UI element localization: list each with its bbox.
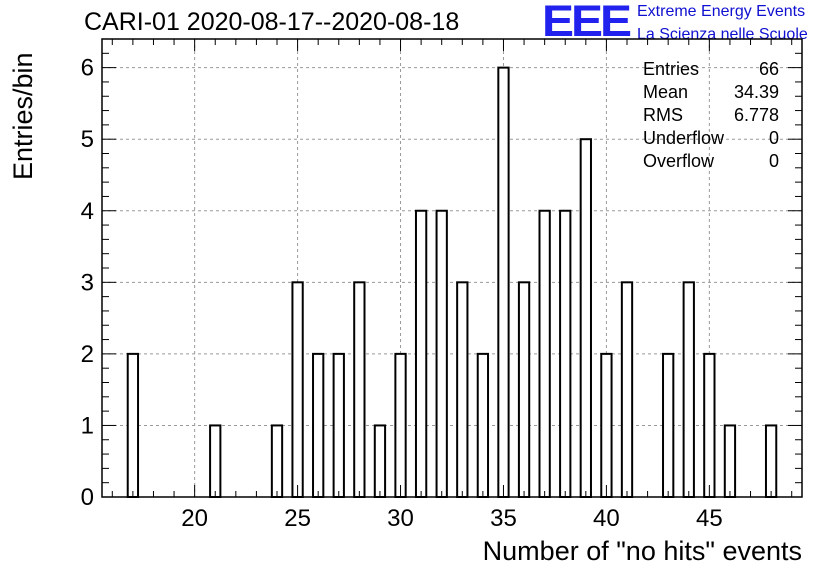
stats-value: 0 bbox=[768, 128, 779, 148]
histogram-bar bbox=[703, 352, 716, 498]
x-tick-label: 45 bbox=[696, 505, 723, 532]
histogram-bar bbox=[394, 352, 407, 498]
histogram-bar bbox=[126, 352, 140, 498]
stats-key: RMS bbox=[643, 105, 683, 125]
stats-key: Entries bbox=[643, 59, 700, 79]
stats-key: Underflow bbox=[643, 128, 725, 148]
histogram-bar bbox=[497, 66, 510, 498]
stats-value: 34.39 bbox=[733, 82, 779, 102]
y-tick-label: 2 bbox=[81, 341, 94, 368]
histogram-bar bbox=[270, 424, 284, 498]
y-tick-label: 3 bbox=[81, 269, 94, 296]
histogram-bar bbox=[600, 352, 613, 498]
x-tick-label: 25 bbox=[284, 505, 311, 532]
histogram-bar bbox=[332, 352, 345, 498]
plot-frame bbox=[101, 38, 803, 498]
histogram-bar bbox=[538, 209, 551, 498]
y-tick-label: 1 bbox=[81, 412, 94, 439]
histogram-bar bbox=[414, 209, 428, 498]
histogram-bar bbox=[209, 424, 222, 498]
stats-key: Overflow bbox=[643, 151, 715, 171]
stats-value: 66 bbox=[758, 59, 779, 79]
histogram-bar bbox=[476, 352, 490, 498]
grid-lines bbox=[102, 39, 802, 497]
histogram-bar bbox=[723, 424, 737, 498]
histogram-bar bbox=[435, 209, 448, 498]
stats-key: Mean bbox=[643, 82, 689, 102]
histogram-bar bbox=[579, 138, 592, 498]
x-tick-label: 20 bbox=[181, 505, 208, 532]
stats-value: 0 bbox=[768, 151, 779, 171]
histogram-bar bbox=[517, 281, 531, 498]
y-tick-label: 4 bbox=[81, 198, 94, 225]
chart-title: CARI-01 2020-08-17--2020-08-18 bbox=[84, 8, 460, 36]
y-tick-label: 6 bbox=[81, 55, 94, 82]
histogram-bar bbox=[353, 281, 366, 498]
x-tick-label: 30 bbox=[387, 505, 414, 532]
stats-value: 6.778 bbox=[733, 105, 779, 125]
axis-ticks bbox=[102, 38, 802, 498]
histogram-bar bbox=[456, 281, 469, 498]
histogram-bar bbox=[373, 424, 387, 498]
histogram-bar bbox=[682, 281, 695, 498]
plot-frame-rect bbox=[101, 38, 803, 498]
x-axis-label: Number of "no hits" events bbox=[482, 536, 802, 566]
histogram-bar bbox=[559, 209, 572, 498]
y-tick-label: 0 bbox=[81, 484, 94, 511]
x-tick-label: 35 bbox=[490, 505, 517, 532]
eee-logo: EEE bbox=[542, 0, 632, 46]
histogram-bar bbox=[620, 281, 634, 498]
histogram-bar bbox=[662, 352, 675, 498]
y-tick-label: 5 bbox=[81, 126, 94, 153]
histogram-bar bbox=[291, 281, 304, 498]
x-tick-label: 40 bbox=[593, 505, 620, 532]
histogram-bar bbox=[312, 352, 325, 498]
logo-line-1: Extreme Energy Events bbox=[637, 3, 806, 20]
histogram-bar bbox=[764, 424, 778, 498]
